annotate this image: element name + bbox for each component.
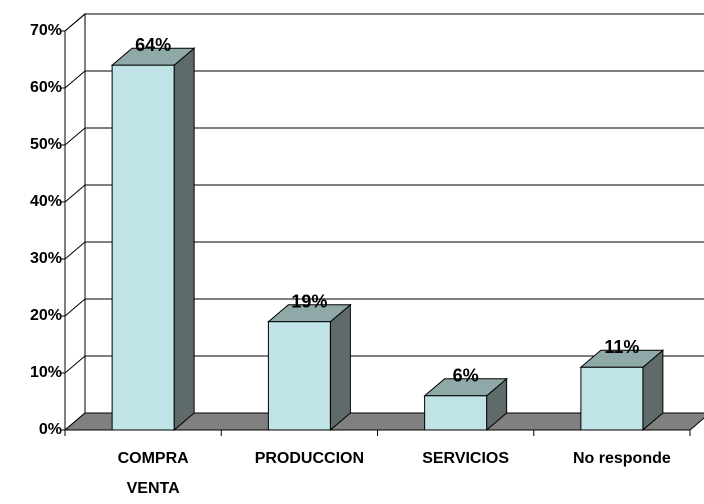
y-tick-label: 30% bbox=[30, 250, 62, 267]
y-tick-label: 0% bbox=[39, 421, 62, 438]
grid-line bbox=[64, 127, 704, 146]
bar bbox=[424, 395, 488, 431]
y-tick-label: 50% bbox=[30, 136, 62, 153]
x-tick-label: COMPRA VENTA bbox=[117, 450, 189, 497]
y-tick-label: 40% bbox=[30, 193, 62, 210]
bar bbox=[267, 321, 331, 431]
grid-line bbox=[64, 70, 704, 89]
y-tick-label: 70% bbox=[30, 22, 62, 39]
bar bbox=[580, 366, 644, 431]
y-tick-label: 20% bbox=[30, 307, 62, 324]
grid-line bbox=[64, 355, 704, 374]
x-tick-label: SERVICIOS bbox=[422, 450, 510, 467]
grid-line bbox=[64, 298, 704, 317]
y-tick-label: 10% bbox=[30, 364, 62, 381]
x-tick-label: PRODUCCION bbox=[254, 450, 365, 467]
grid-line bbox=[64, 13, 704, 32]
page: 0% 10% 20% 30% 40% 50% 60% 70% 64% 19% 6% 11% COMPR… bbox=[29, 12, 704, 497]
grid-line bbox=[64, 241, 704, 260]
data-label: 64% bbox=[135, 35, 171, 55]
x-tick-label: No responde bbox=[572, 450, 671, 467]
data-label: 6% bbox=[453, 366, 479, 386]
data-label: 19% bbox=[291, 291, 327, 311]
chart: 0% 10% 20% 30% 40% 50% 60% 70% 64% 19% 6% 11% bbox=[30, 12, 704, 438]
x-labels: COMPRA VENTA PRODUCCION SERVICIOS No respon… bbox=[118, 450, 671, 497]
grid-line bbox=[64, 184, 704, 203]
y-tick-label: 60% bbox=[30, 79, 62, 96]
data-label: 11% bbox=[604, 337, 639, 357]
bar bbox=[111, 64, 175, 431]
